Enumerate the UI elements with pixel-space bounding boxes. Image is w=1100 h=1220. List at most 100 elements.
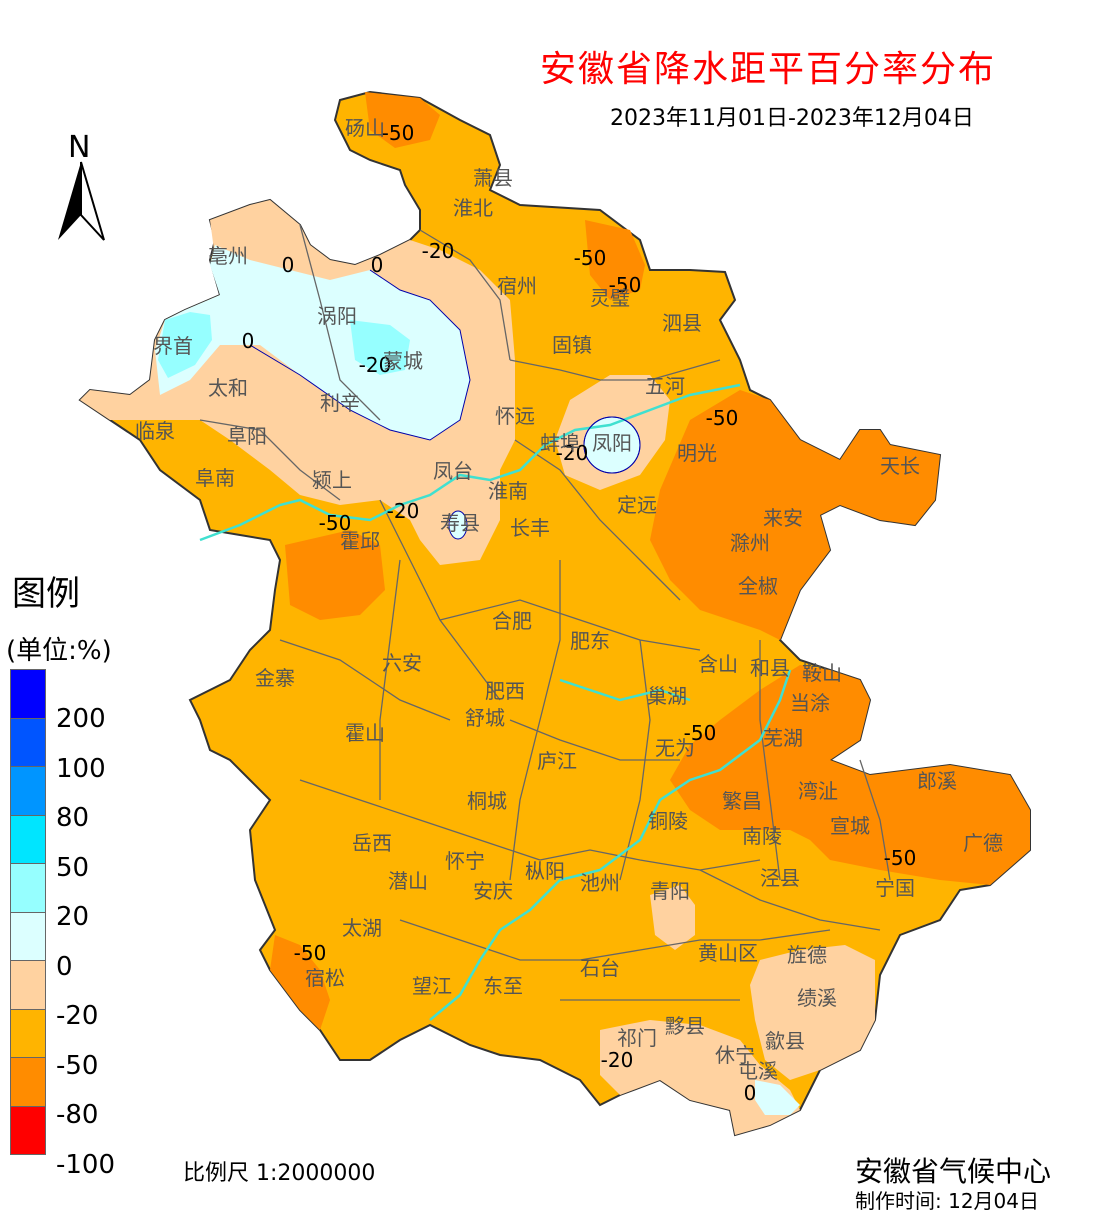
city-label: 太湖 (342, 916, 382, 940)
city-label: 潜山 (388, 869, 428, 893)
city-label: 桐城 (467, 789, 507, 813)
contour-label: -20 (556, 441, 589, 465)
legend-title: 图例 (12, 574, 80, 614)
city-label: 旌德 (787, 943, 827, 967)
city-label: 含山 (698, 652, 738, 676)
legend-label: 200 (56, 704, 106, 734)
legend-label: -80 (56, 1100, 99, 1130)
city-label: 和县 (750, 656, 790, 680)
contour-label: -20 (387, 499, 420, 523)
contour-label: 0 (242, 329, 255, 353)
city-label: 枞阳 (525, 859, 565, 883)
city-label: 岳西 (352, 831, 392, 855)
city-label: 颍上 (312, 468, 352, 492)
city-label: 绩溪 (797, 986, 837, 1010)
city-label: 舒城 (465, 706, 505, 730)
city-label: 萧县 (473, 166, 513, 190)
city-label: 凤台 (433, 459, 473, 483)
legend-label: -100 (56, 1149, 116, 1180)
contour-label: -50 (684, 721, 717, 745)
city-label: 广德 (963, 831, 1003, 855)
city-label: 宿州 (497, 274, 537, 298)
city-label: 无为 (655, 736, 695, 760)
scale-label: 比例尺 1:2000000 (183, 1161, 376, 1186)
city-label: 肥西 (485, 679, 525, 703)
city-label: 临泉 (135, 419, 175, 443)
city-label: 鞍山 (802, 661, 842, 685)
zone-plus-50 (158, 312, 410, 378)
city-label: 凤阳 (592, 431, 632, 455)
city-label: 界首 (153, 334, 193, 358)
city-label: 固镇 (552, 333, 592, 357)
legend-label: -50 (56, 1050, 99, 1081)
legend-label: -20 (56, 1001, 99, 1031)
city-label: 来安 (763, 506, 803, 530)
city-label: 青阳 (650, 879, 690, 903)
legend-swatch (10, 766, 46, 816)
contour-label: -50 (884, 846, 917, 870)
city-label: 淮南 (488, 479, 528, 503)
city-label: 黟县 (665, 1014, 705, 1038)
legend-swatch (10, 669, 46, 719)
city-label: 肥东 (570, 629, 610, 653)
city-label: 祁门 (617, 1026, 657, 1050)
contour-label: -50 (319, 511, 352, 535)
contour-label: 0 (744, 1081, 757, 1105)
city-label: 全椒 (738, 574, 778, 598)
legend-label: 50 (56, 852, 90, 883)
city-label: 阜南 (195, 466, 235, 490)
legend-swatch (10, 814, 46, 864)
city-label: 庐江 (537, 749, 577, 773)
city-label: 合肥 (492, 609, 532, 633)
city-label: 六安 (382, 651, 422, 675)
made-time-label: 制作时间: 12月04日 (855, 1189, 1039, 1213)
city-label: 涡阳 (317, 304, 357, 328)
city-label: 池州 (580, 871, 620, 895)
city-label: 休宁 (715, 1043, 755, 1067)
legend-color-bar (10, 669, 46, 1155)
map-title: 安徽省降水距平百分率分布 (540, 49, 997, 90)
city-label: 淮北 (453, 196, 493, 220)
agency-label: 安徽省气候中心 (855, 1155, 1052, 1188)
city-label: 巢湖 (647, 684, 687, 708)
legend-label: 0 (56, 951, 73, 982)
legend-unit: (单位:%) (6, 636, 112, 666)
legend-label: 100 (56, 753, 106, 784)
city-label: 阜阳 (227, 424, 267, 448)
city-label: 东至 (483, 974, 523, 998)
county-borders (199, 224, 891, 1001)
north-label: N (68, 130, 90, 165)
city-label: 泗县 (662, 311, 702, 335)
city-label: 繁昌 (722, 789, 762, 813)
contour-label: -50 (609, 273, 642, 297)
city-label: 安庆 (473, 879, 513, 903)
city-label: 明光 (677, 441, 717, 465)
city-label: 黄山区 (698, 941, 758, 965)
contour-label: -20 (422, 239, 455, 263)
city-label: 南陵 (742, 824, 782, 848)
city-label: 金寨 (255, 666, 295, 690)
city-label: 歙县 (765, 1029, 805, 1053)
contour-label-group: -50-200 0 -50-500-20-50-20-20-50-50-50-50-… (242, 121, 917, 1105)
contour-label: -50 (574, 246, 607, 270)
legend-swatch (10, 1105, 46, 1155)
legend-swatch (10, 960, 46, 1010)
north-arrow-icon: N (58, 130, 105, 241)
city-label: 蒙城 (383, 349, 423, 373)
contour-label: -50 (706, 406, 739, 430)
city-label: 芜湖 (763, 726, 803, 750)
city-label: 太和 (208, 376, 248, 400)
contour-label: -20 (359, 353, 392, 377)
contour-label: 0 (282, 253, 295, 277)
city-label: 定远 (617, 493, 657, 517)
city-label: 霍邱 (340, 529, 380, 553)
date-range: 2023年11月01日-2023年12月04日 (610, 106, 974, 131)
city-label: 霍山 (345, 721, 385, 745)
city-label: 石台 (580, 956, 620, 980)
city-label: 滁州 (730, 531, 770, 555)
city-label: 亳州 (208, 244, 248, 268)
city-label: 天长 (880, 454, 920, 478)
city-label: 望江 (412, 974, 452, 998)
city-label: 怀远 (495, 404, 535, 428)
